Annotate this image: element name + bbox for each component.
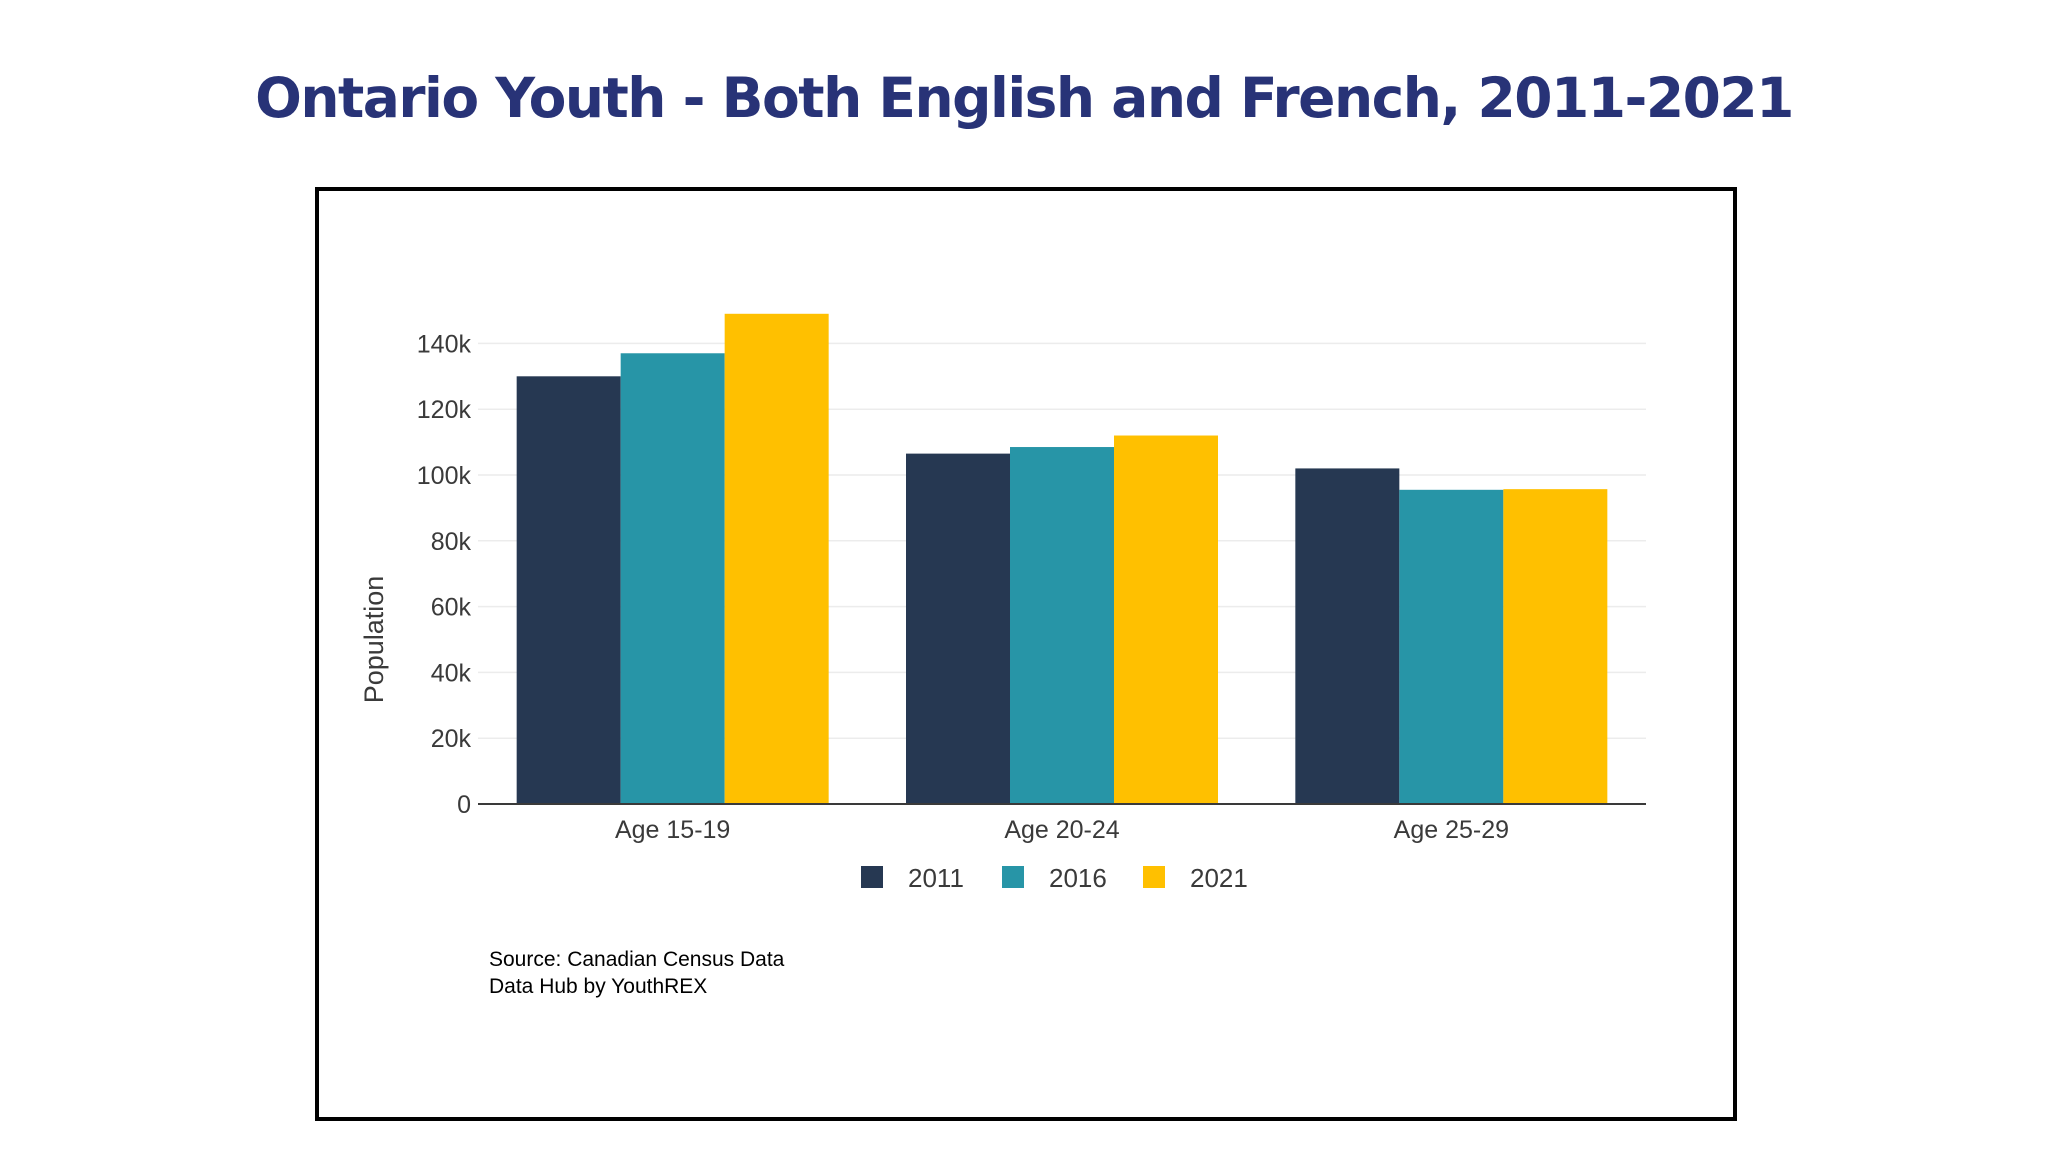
bar-2011-2 [906,453,1010,804]
y-tick-label: 20k [431,725,472,753]
chart-frame: 0 20k 40k 60k 80k 100k 120k 140k Age 15-19 Age 20… [315,187,1737,1121]
y-axis-title: Population [359,576,389,704]
y-tick-label: 120k [417,396,472,424]
legend: 2011 2016 2021 [861,863,1248,893]
x-tick-label: Age 20-24 [1004,816,1119,844]
x-tick-label: Age 15-19 [615,816,730,844]
bar-chart: 0 20k 40k 60k 80k 100k 120k 140k Age 15-19 Age 20… [359,313,1646,893]
legend-swatch-2016 [1002,866,1024,888]
legend-label-2016: 2016 [1049,863,1107,893]
bar-2011-1 [516,376,621,804]
bar-2016-2 [1010,447,1114,804]
y-tick-label: 60k [431,594,472,622]
legend-swatch-2011 [861,866,883,888]
bar-2016-1 [620,353,725,804]
y-tick-label: 140k [417,330,472,358]
axis-layer: 0 20k 40k 60k 80k 100k 120k 140k Age 15-19 Age 20… [417,330,1646,844]
legend-swatch-2021 [1143,866,1165,888]
bar-2021-3 [1503,489,1608,804]
source-credit-line: Data Hub by YouthREX [489,975,708,998]
bar-2016-3 [1399,489,1504,804]
y-tick-label: 100k [417,462,472,490]
y-tick-label: 80k [431,528,472,556]
x-tick-label: Age 25-29 [1394,816,1509,844]
source-line: Source: Canadian Census Data [489,948,785,971]
bar-2011-3 [1295,468,1400,804]
page-title: Ontario Youth - Both English and French,… [255,66,1794,130]
bar-2021-2 [1114,435,1218,804]
y-tick-label: 40k [431,659,472,687]
bar-2021-1 [724,313,829,804]
bar-layer [516,313,1608,804]
legend-label-2021: 2021 [1190,863,1248,893]
legend-label-2011: 2011 [908,863,964,893]
source-note: Source: Canadian Census Data Data Hub by… [489,946,784,1000]
y-tick-label: 0 [457,791,471,819]
